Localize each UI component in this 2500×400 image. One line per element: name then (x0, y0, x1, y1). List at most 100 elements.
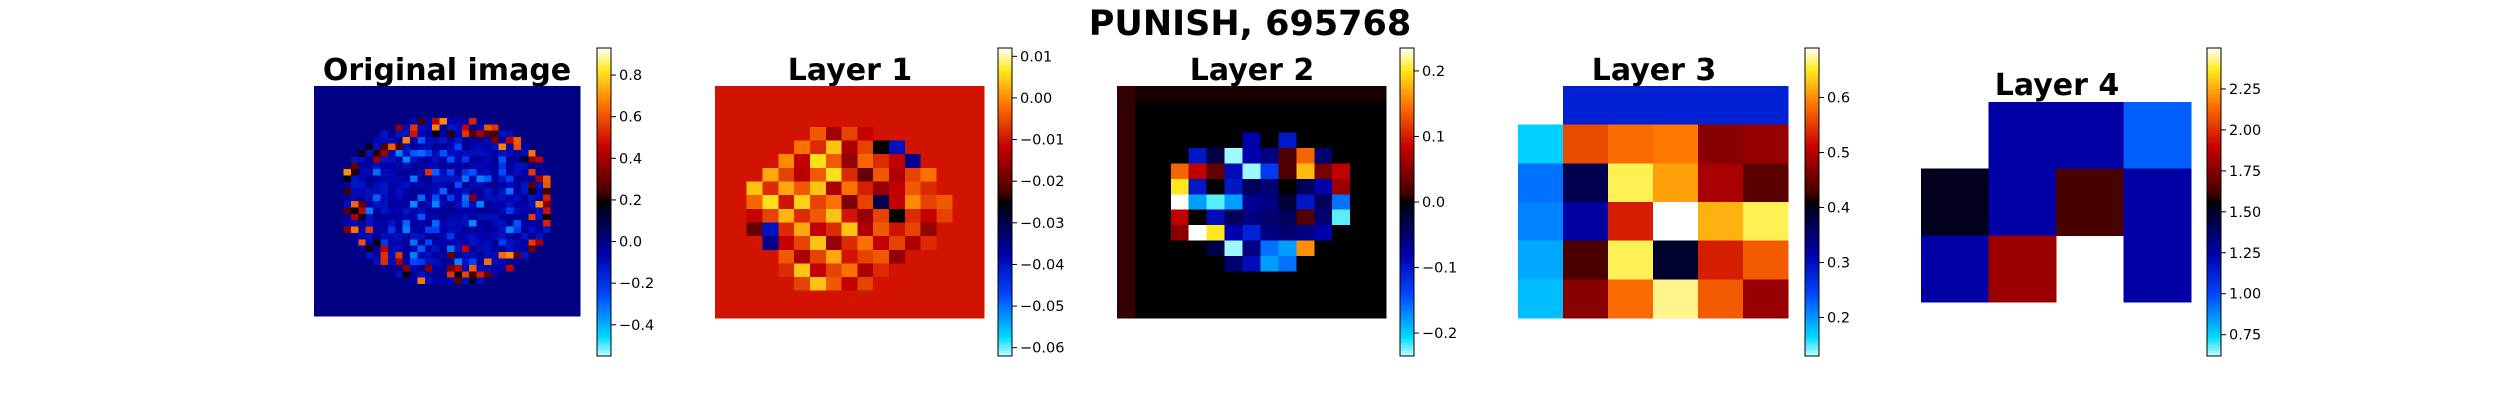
heatmap-cell (417, 169, 426, 177)
colorbar-tick-label: 1.25 (2229, 246, 2261, 262)
heatmap-cell (1278, 287, 1297, 304)
colorbar-segment (597, 166, 611, 170)
heatmap-cell (825, 263, 843, 278)
heatmap-cell (439, 105, 448, 113)
colorbar-segment (597, 181, 611, 185)
heatmap-cell (439, 169, 448, 177)
heatmap-cell (550, 188, 559, 196)
colorbar-segment (998, 240, 1012, 244)
colorbar-segment (998, 299, 1012, 303)
heatmap-cell (469, 169, 478, 177)
heatmap-cell (513, 220, 522, 228)
heatmap-cell (528, 175, 537, 183)
heatmap-cell (1350, 147, 1369, 164)
heatmap-cell (873, 208, 890, 224)
heatmap-cell (557, 239, 566, 247)
heatmap-cell (343, 245, 352, 253)
heatmap-cell (417, 92, 426, 100)
heatmap-cell (715, 222, 732, 237)
colorbar-segment (1400, 204, 1414, 208)
heatmap-cell (373, 181, 382, 189)
heatmap-cell (321, 201, 330, 208)
heatmap-cell (395, 296, 404, 304)
colorbar-segment (2207, 86, 2221, 90)
heatmap-cell (528, 277, 537, 285)
heatmap-cell (873, 113, 890, 128)
colorbar-segment (1805, 114, 1819, 118)
heatmap-cell (350, 239, 359, 247)
heatmap-cell (469, 207, 478, 215)
heatmap-cell (365, 277, 374, 285)
heatmap-cell (454, 258, 463, 266)
heatmap-cell (520, 105, 529, 113)
colorbar-segment (1805, 132, 1819, 136)
heatmap-cell (424, 124, 433, 132)
heatmap-cell (873, 195, 890, 210)
heatmap-cell (543, 213, 552, 221)
colorbar-segment (1400, 271, 1414, 275)
heatmap-cell (1206, 147, 1226, 164)
heatmap-cell (1260, 178, 1279, 195)
colorbar-segment (998, 325, 1012, 329)
heatmap-cell (506, 220, 515, 228)
heatmap-cell (439, 175, 448, 183)
colorbar-segment (998, 309, 1012, 313)
colorbar-segment (998, 122, 1012, 126)
heatmap-cell (1260, 271, 1279, 288)
heatmap-cell (520, 245, 529, 253)
heatmap-cell (528, 252, 537, 260)
heatmap-cell (778, 181, 795, 196)
heatmap-cell (454, 277, 463, 285)
colorbar-segment (1400, 266, 1414, 270)
heatmap-cell (380, 194, 389, 202)
colorbar-segment (2207, 189, 2221, 193)
colorbar-segment (998, 48, 1012, 52)
colorbar-segment (597, 160, 611, 164)
heatmap-cell (395, 117, 404, 125)
heatmap-cell (506, 181, 515, 189)
heatmap-cell (1278, 147, 1297, 164)
colorbar-segment (2207, 273, 2221, 277)
heatmap-cell (550, 201, 559, 208)
heatmap-cell (447, 213, 455, 221)
heatmap-cell (439, 213, 448, 221)
colorbar-segment (998, 253, 1012, 257)
colorbar-segment (2207, 173, 2221, 177)
heatmap-cell (1206, 287, 1226, 304)
heatmap-cell (454, 290, 463, 298)
heatmap-cell (387, 245, 396, 253)
heatmap-cell (535, 258, 544, 266)
heatmap-cell (513, 258, 522, 266)
heatmap-cell (535, 252, 544, 260)
colorbar-segment (2207, 142, 2221, 147)
heatmap-cell (476, 92, 485, 100)
colorbar-segment (998, 63, 1012, 67)
heatmap-cell (336, 175, 345, 183)
heatmap-cell (520, 239, 529, 247)
heatmap-cell (936, 208, 953, 224)
heatmap-cell (380, 277, 389, 285)
heatmap-cell (557, 245, 566, 253)
heatmap-cell (543, 117, 552, 125)
heatmap-cell (461, 175, 470, 183)
heatmap-cell (535, 86, 544, 93)
heatmap-cell (483, 194, 492, 202)
heatmap-cell (373, 309, 382, 317)
heatmap-cell (321, 117, 330, 125)
heatmap-cell (528, 245, 537, 253)
heatmap-cell (557, 194, 566, 202)
heatmap-cell (1278, 194, 1297, 211)
heatmap-cell (424, 143, 433, 151)
heatmap-cell (483, 239, 492, 247)
heatmap-cell (543, 220, 552, 228)
heatmap-cell (746, 263, 764, 278)
colorbar-segment (998, 142, 1012, 147)
heatmap-cell (1296, 287, 1315, 304)
heatmap-cell (565, 264, 574, 272)
heatmap-cell (395, 277, 404, 285)
colorbar-segment (2207, 94, 2221, 98)
heatmap-cell (395, 264, 404, 272)
heatmap-cell (387, 290, 396, 298)
heatmap-cell (469, 245, 478, 253)
heatmap-cell (1206, 225, 1226, 242)
